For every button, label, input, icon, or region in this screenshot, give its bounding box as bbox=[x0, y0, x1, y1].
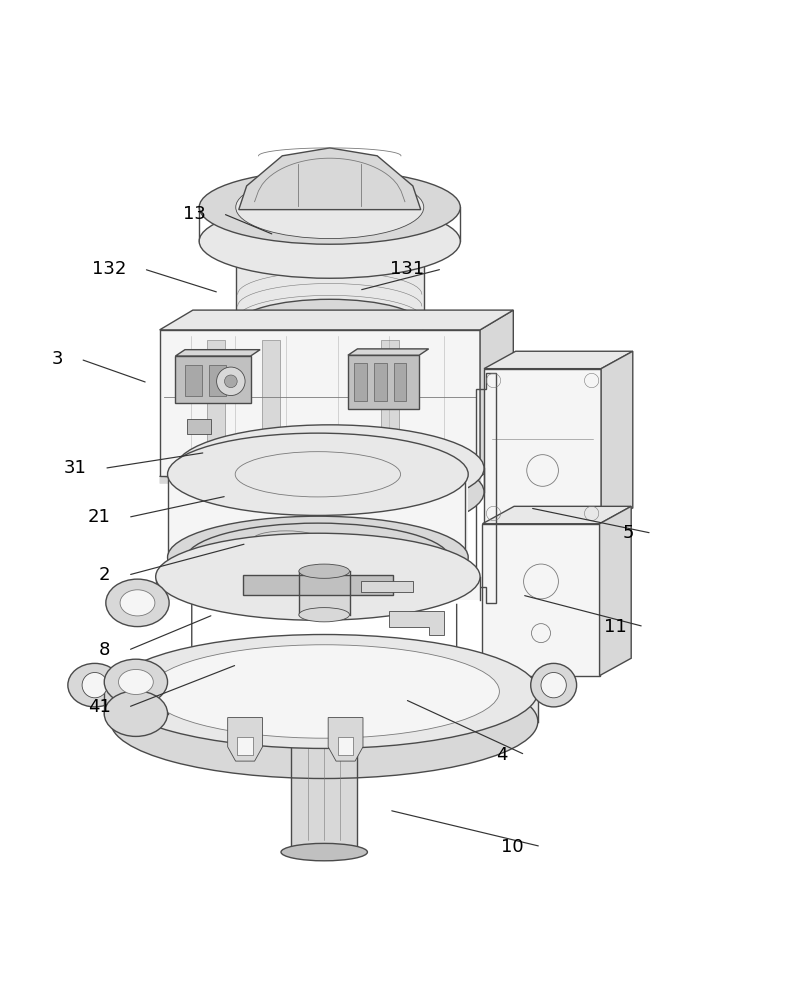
Ellipse shape bbox=[104, 691, 168, 736]
Circle shape bbox=[225, 375, 237, 388]
Text: 3: 3 bbox=[52, 350, 63, 368]
Bar bbox=[237, 737, 253, 755]
Ellipse shape bbox=[199, 204, 461, 278]
Bar bbox=[207, 340, 225, 464]
Polygon shape bbox=[160, 310, 513, 330]
Text: 2: 2 bbox=[99, 566, 110, 584]
Polygon shape bbox=[480, 310, 513, 476]
Bar bbox=[187, 419, 211, 434]
Polygon shape bbox=[601, 351, 633, 525]
Ellipse shape bbox=[168, 516, 468, 599]
Text: 131: 131 bbox=[391, 260, 425, 278]
Text: 4: 4 bbox=[496, 746, 508, 764]
Ellipse shape bbox=[299, 564, 349, 578]
Bar bbox=[236, 241, 424, 326]
Circle shape bbox=[217, 367, 245, 396]
Ellipse shape bbox=[67, 663, 121, 707]
Bar bbox=[394, 363, 407, 401]
Ellipse shape bbox=[110, 635, 538, 748]
Bar bbox=[337, 737, 353, 755]
Ellipse shape bbox=[291, 714, 357, 729]
Ellipse shape bbox=[236, 176, 424, 239]
Text: 10: 10 bbox=[501, 838, 523, 856]
Text: 31: 31 bbox=[64, 459, 87, 477]
Ellipse shape bbox=[299, 608, 349, 622]
Ellipse shape bbox=[235, 537, 400, 582]
Bar bbox=[484, 369, 601, 525]
Polygon shape bbox=[328, 718, 363, 761]
Bar bbox=[361, 581, 413, 592]
Circle shape bbox=[82, 672, 107, 698]
Ellipse shape bbox=[149, 645, 499, 738]
Ellipse shape bbox=[235, 452, 400, 497]
Text: 13: 13 bbox=[183, 205, 206, 223]
Ellipse shape bbox=[118, 669, 153, 695]
Ellipse shape bbox=[175, 449, 484, 536]
Ellipse shape bbox=[210, 434, 450, 502]
Polygon shape bbox=[239, 148, 421, 210]
Bar bbox=[243, 575, 393, 595]
Bar bbox=[175, 356, 251, 403]
Ellipse shape bbox=[281, 843, 368, 861]
Ellipse shape bbox=[199, 170, 461, 244]
Text: 21: 21 bbox=[87, 508, 110, 526]
Polygon shape bbox=[484, 351, 633, 369]
Polygon shape bbox=[228, 718, 263, 761]
Bar bbox=[291, 722, 357, 852]
Ellipse shape bbox=[106, 579, 169, 627]
Bar bbox=[263, 340, 280, 464]
Bar bbox=[354, 363, 367, 401]
Bar bbox=[185, 365, 202, 396]
Bar bbox=[299, 571, 349, 615]
Ellipse shape bbox=[168, 433, 468, 515]
Ellipse shape bbox=[120, 590, 155, 616]
Text: 11: 11 bbox=[603, 618, 626, 636]
Polygon shape bbox=[483, 506, 631, 524]
Ellipse shape bbox=[236, 299, 424, 353]
Bar bbox=[374, 363, 387, 401]
Text: 41: 41 bbox=[87, 698, 110, 716]
Polygon shape bbox=[175, 350, 260, 356]
Bar bbox=[348, 355, 419, 409]
Ellipse shape bbox=[530, 663, 576, 707]
Bar bbox=[168, 474, 468, 557]
Text: 132: 132 bbox=[92, 260, 126, 278]
Text: 5: 5 bbox=[622, 524, 634, 542]
Polygon shape bbox=[389, 611, 445, 635]
Bar bbox=[381, 340, 399, 464]
Ellipse shape bbox=[110, 665, 538, 779]
Ellipse shape bbox=[156, 533, 480, 620]
Bar bbox=[483, 524, 599, 676]
Bar bbox=[209, 365, 226, 396]
Text: 8: 8 bbox=[99, 641, 110, 659]
Ellipse shape bbox=[175, 425, 484, 512]
Circle shape bbox=[541, 672, 566, 698]
Bar bbox=[156, 577, 480, 600]
Bar bbox=[160, 330, 480, 476]
Polygon shape bbox=[599, 506, 631, 676]
Ellipse shape bbox=[186, 523, 450, 596]
Bar bbox=[110, 691, 538, 722]
Polygon shape bbox=[348, 349, 429, 355]
Ellipse shape bbox=[104, 659, 168, 705]
